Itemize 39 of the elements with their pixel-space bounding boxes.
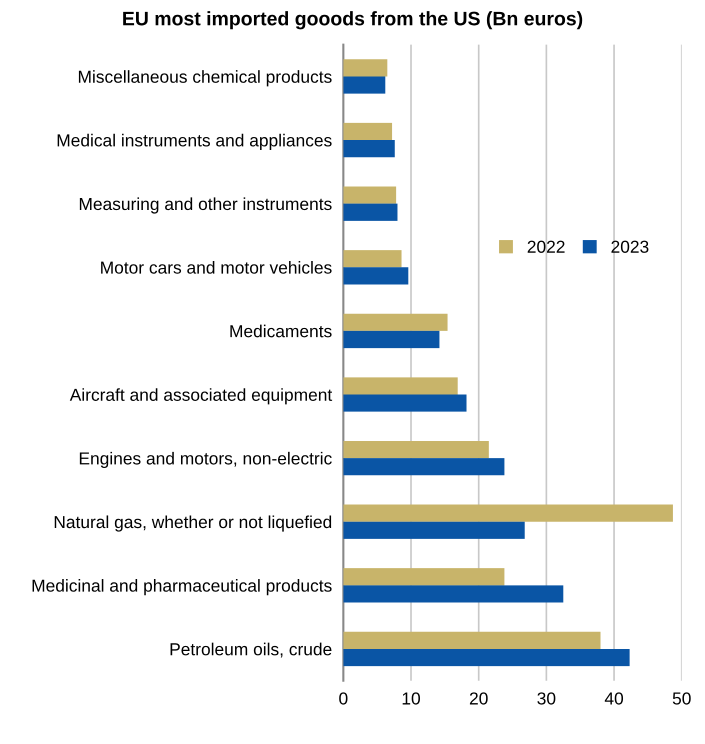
bar bbox=[343, 330, 440, 348]
x-tick-label: 30 bbox=[537, 692, 556, 705]
bar bbox=[343, 204, 398, 221]
y-tick-label: Natural gas, whether or not liquefied bbox=[54, 515, 332, 532]
bar bbox=[343, 377, 458, 395]
y-tick-label: Engines and motors, non-electric bbox=[80, 452, 332, 468]
bar bbox=[343, 522, 525, 539]
bar bbox=[343, 458, 504, 476]
x-tick-label: 10 bbox=[402, 692, 420, 705]
bar bbox=[343, 440, 489, 458]
y-tick-label: Aircraft and associated equipment bbox=[70, 388, 332, 404]
bar bbox=[343, 122, 392, 140]
y-tick-label: Medical instruments and appliances bbox=[58, 134, 332, 150]
y-tick-label: Petroleum oils, crude bbox=[170, 642, 332, 658]
y-tick-label: Medicinal and pharmaceutical products bbox=[32, 579, 332, 596]
x-tick-label: 0 bbox=[339, 692, 348, 705]
bar bbox=[343, 76, 386, 94]
bar bbox=[343, 267, 408, 284]
bar bbox=[343, 632, 601, 649]
y-tick-label: Medicaments bbox=[230, 324, 332, 338]
bar bbox=[343, 250, 402, 268]
bar bbox=[343, 314, 448, 331]
legend-label: 2022 bbox=[528, 240, 565, 253]
x-tick-label: 40 bbox=[604, 692, 624, 705]
bar bbox=[343, 59, 388, 76]
y-tick-label: Measuring and other instruments bbox=[80, 197, 332, 214]
bar bbox=[343, 140, 395, 158]
bar bbox=[343, 648, 630, 666]
bar bbox=[343, 585, 564, 603]
x-tick-label: 20 bbox=[470, 692, 488, 705]
chart-title: EU most imported gooods from the US (Bn euros) bbox=[123, 11, 582, 30]
y-tick-label: Miscellaneous chemical products bbox=[78, 70, 332, 86]
bar bbox=[343, 504, 673, 522]
y-tick-label: Motor cars and motor vehicles bbox=[101, 260, 332, 274]
bar bbox=[343, 394, 467, 412]
legend-label: 2023 bbox=[611, 240, 648, 253]
x-tick-label: 50 bbox=[672, 692, 691, 705]
bar bbox=[343, 568, 504, 586]
bar bbox=[343, 186, 396, 204]
